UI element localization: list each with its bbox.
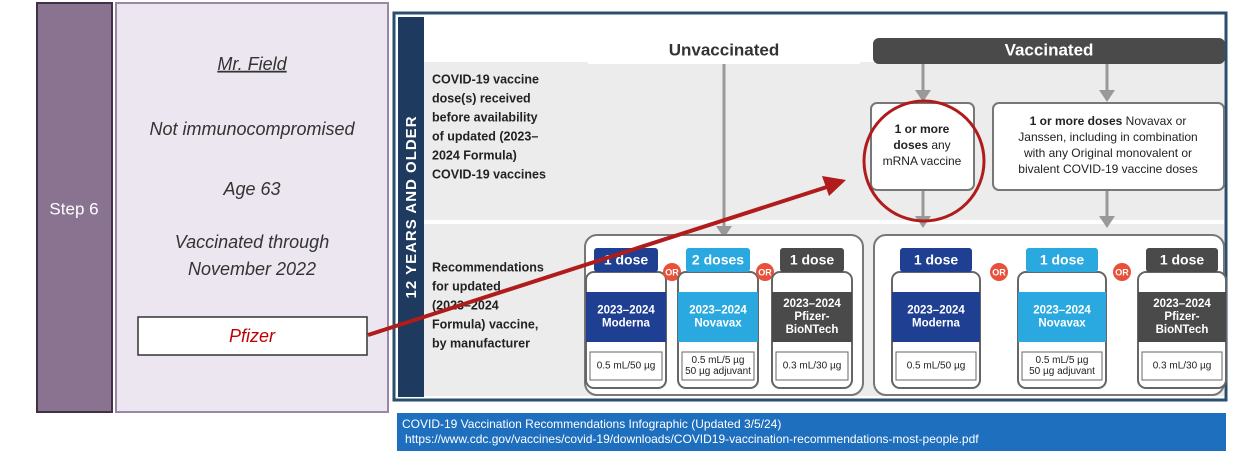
box-text-bold: 1 or more: [895, 122, 950, 136]
box-text: 1 or more doses Novavax or: [1030, 114, 1187, 128]
vial-amount: 0.3 mL/30 µg: [1153, 361, 1212, 372]
vial-text: Moderna: [602, 318, 651, 330]
caption-url: https://www.cdc.gov/vaccines/covid-19/do…: [405, 432, 979, 446]
vial-text: 2023–2024: [907, 305, 965, 317]
patient-detail: Vaccinated through: [175, 232, 329, 252]
vial-text: BioNTech: [1156, 324, 1209, 336]
row-label: of updated (2023–: [432, 129, 538, 143]
vial-amount: 50 µg adjuvant: [1029, 366, 1095, 377]
box-text-bold: 1 or more doses: [1030, 114, 1123, 128]
vial-amount: 0.5 mL/50 µg: [907, 361, 966, 372]
vial-text: 2023–2024: [1153, 298, 1211, 310]
box-text-bold: doses: [893, 138, 928, 152]
vial-text: 2023–2024: [597, 305, 655, 317]
vial-text: Novavax: [694, 318, 742, 330]
or-label: OR: [758, 267, 772, 277]
or-label: OR: [992, 267, 1006, 277]
row-label: for updated: [432, 279, 501, 293]
side-label: 12 YEARS AND OLDER: [403, 115, 420, 298]
dose-label: 2 doses: [692, 252, 744, 268]
column-label: Unvaccinated: [669, 40, 780, 59]
patient-name: Mr. Field: [217, 54, 287, 74]
box-text: 1 or more: [895, 122, 950, 136]
row-label: Formula) vaccine,: [432, 317, 538, 331]
row-label: Recommendations: [432, 260, 544, 274]
box-text: bivalent COVID-19 vaccine doses: [1018, 162, 1197, 176]
box-text: with any Original monovalent or: [1023, 146, 1192, 160]
step-label: Step 6: [49, 199, 98, 218]
vial-text: BioNTech: [786, 324, 839, 336]
vial-text: Pfizer-: [1164, 311, 1199, 323]
box-text-rest: with any Original monovalent or: [1023, 146, 1192, 160]
selected-vaccine: Pfizer: [229, 326, 276, 346]
box-text: Janssen, including in combination: [1018, 130, 1197, 144]
box-text: doses any: [893, 138, 950, 152]
dose-label: 1 dose: [604, 252, 649, 268]
dose-label: 1 dose: [1160, 252, 1205, 268]
box-text-rest: bivalent COVID-19 vaccine doses: [1018, 162, 1197, 176]
vial-amount: 0.3 mL/30 µg: [783, 361, 842, 372]
box-text-rest: any: [928, 138, 951, 152]
row-label: dose(s) received: [432, 91, 531, 105]
column-label: Vaccinated: [1005, 40, 1094, 59]
caption-title: COVID-19 Vaccination Recommendations Inf…: [402, 417, 781, 431]
patient-detail: November 2022: [188, 259, 316, 279]
vial-text: 2023–2024: [1033, 305, 1091, 317]
box-text: mRNA vaccine: [883, 154, 962, 168]
row-label: by manufacturer: [432, 336, 530, 350]
vial-amount: 0.5 mL/50 µg: [597, 361, 656, 372]
row-label: before availability: [432, 110, 538, 124]
row-label: COVID-19 vaccine: [432, 72, 539, 86]
box-text-rest: Novavax or: [1122, 114, 1186, 128]
slide: Step 6 Mr. Field Not immunocompromised A…: [0, 0, 1238, 451]
box-text-rest: Janssen, including in combination: [1018, 130, 1197, 144]
vial-text: 2023–2024: [783, 298, 841, 310]
dose-label: 1 dose: [1040, 252, 1085, 268]
vial-amount: 0.5 mL/5 µg: [1035, 355, 1088, 366]
vial-text: 2023–2024: [689, 305, 747, 317]
dose-label: 1 dose: [790, 252, 835, 268]
vial-text: Novavax: [1038, 318, 1086, 330]
vial-text: Moderna: [912, 318, 961, 330]
dose-label: 1 dose: [914, 252, 959, 268]
or-label: OR: [665, 267, 679, 277]
patient-detail: Not immunocompromised: [149, 119, 355, 139]
patient-detail: Age 63: [222, 179, 280, 199]
box-text-rest: mRNA vaccine: [883, 154, 962, 168]
vial-text: Pfizer-: [794, 311, 829, 323]
or-label: OR: [1115, 267, 1129, 277]
row-label: 2024 Formula): [432, 148, 517, 162]
vial-amount: 0.5 mL/5 µg: [691, 355, 744, 366]
vial-amount: 50 µg adjuvant: [685, 366, 751, 377]
row-label: COVID-19 vaccines: [432, 167, 546, 181]
